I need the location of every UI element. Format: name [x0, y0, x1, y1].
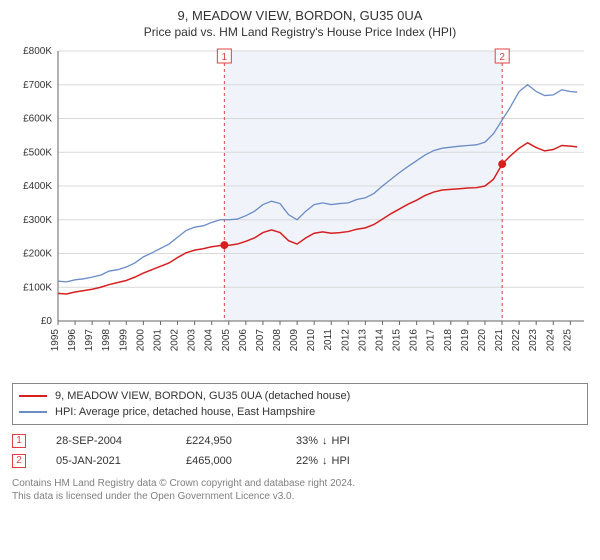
svg-text:2003: 2003 [187, 329, 198, 352]
svg-text:2014: 2014 [374, 329, 385, 352]
legend-swatch [19, 411, 47, 413]
svg-text:2001: 2001 [152, 329, 163, 352]
transaction-marker: 2 [12, 454, 26, 468]
footer-line: This data is licensed under the Open Gov… [12, 490, 588, 503]
chart-container: 9, MEADOW VIEW, BORDON, GU35 0UA Price p… [0, 0, 600, 560]
transaction-marker: 1 [12, 434, 26, 448]
svg-text:2017: 2017 [426, 329, 437, 352]
svg-text:1998: 1998 [101, 329, 112, 352]
legend-item: 9, MEADOW VIEW, BORDON, GU35 0UA (detach… [19, 388, 581, 404]
svg-text:£200K: £200K [23, 249, 52, 260]
svg-text:2025: 2025 [562, 329, 573, 352]
transaction-price: £465,000 [186, 455, 266, 467]
title-block: 9, MEADOW VIEW, BORDON, GU35 0UA Price p… [10, 8, 590, 45]
svg-text:1: 1 [222, 52, 228, 63]
svg-text:2008: 2008 [272, 329, 283, 352]
svg-text:2002: 2002 [170, 329, 181, 352]
svg-text:2021: 2021 [494, 329, 505, 352]
svg-text:2018: 2018 [443, 329, 454, 352]
svg-text:2020: 2020 [477, 329, 488, 352]
legend-label: 9, MEADOW VIEW, BORDON, GU35 0UA (detach… [55, 388, 350, 404]
svg-text:£700K: £700K [23, 80, 52, 91]
chart-subtitle: Price paid vs. HM Land Registry's House … [10, 25, 590, 39]
svg-text:2006: 2006 [238, 329, 249, 352]
svg-text:2023: 2023 [528, 329, 539, 352]
svg-text:2015: 2015 [392, 329, 403, 352]
legend-item: HPI: Average price, detached house, East… [19, 404, 581, 420]
svg-text:2000: 2000 [135, 329, 146, 352]
svg-text:2009: 2009 [289, 329, 300, 352]
svg-text:2012: 2012 [340, 329, 351, 352]
legend-label: HPI: Average price, detached house, East… [55, 404, 315, 420]
chart-area: £0 £100K £200K £300K £400K £500K £600K £700K £80… [10, 45, 590, 375]
legend: 9, MEADOW VIEW, BORDON, GU35 0UA (detach… [12, 383, 588, 425]
svg-text:2013: 2013 [357, 329, 368, 352]
down-arrow-icon: ↓ [322, 435, 328, 447]
svg-text:2011: 2011 [323, 329, 334, 351]
table-row: 2 05-JAN-2021 £465,000 22% ↓ HPI [12, 451, 588, 471]
svg-text:£300K: £300K [23, 215, 52, 226]
svg-text:£0: £0 [41, 316, 53, 327]
svg-text:£600K: £600K [23, 114, 52, 125]
footer-line: Contains HM Land Registry data © Crown c… [12, 477, 588, 490]
svg-text:2: 2 [499, 52, 505, 63]
svg-text:£500K: £500K [23, 147, 52, 158]
svg-text:2019: 2019 [460, 329, 471, 352]
transaction-price: £224,950 [186, 435, 266, 447]
table-row: 1 28-SEP-2004 £224,950 33% ↓ HPI [12, 431, 588, 451]
svg-text:2024: 2024 [545, 329, 556, 352]
transactions-table: 1 28-SEP-2004 £224,950 33% ↓ HPI 2 05-JA… [12, 431, 588, 471]
svg-text:1999: 1999 [118, 329, 129, 352]
svg-text:2016: 2016 [409, 329, 420, 352]
svg-text:1996: 1996 [67, 329, 78, 352]
down-arrow-icon: ↓ [322, 455, 328, 467]
transaction-date: 28-SEP-2004 [56, 435, 156, 447]
svg-text:2022: 2022 [511, 329, 522, 352]
svg-text:2005: 2005 [221, 329, 232, 352]
legend-swatch [19, 395, 47, 397]
transaction-date: 05-JAN-2021 [56, 455, 156, 467]
svg-text:2007: 2007 [255, 329, 266, 352]
transaction-delta: 22% ↓ HPI [296, 455, 386, 467]
svg-text:1995: 1995 [50, 329, 61, 352]
line-chart-svg: £0 £100K £200K £300K £400K £500K £600K £700K £80… [10, 45, 590, 375]
svg-text:£100K: £100K [23, 282, 52, 293]
transaction-delta: 33% ↓ HPI [296, 435, 386, 447]
footer-attribution: Contains HM Land Registry data © Crown c… [12, 477, 588, 503]
svg-text:2004: 2004 [204, 329, 215, 352]
svg-text:£400K: £400K [23, 181, 52, 192]
svg-text:2010: 2010 [306, 329, 317, 352]
chart-title: 9, MEADOW VIEW, BORDON, GU35 0UA [10, 8, 590, 23]
svg-text:1997: 1997 [84, 329, 95, 352]
svg-text:£800K: £800K [23, 46, 52, 57]
